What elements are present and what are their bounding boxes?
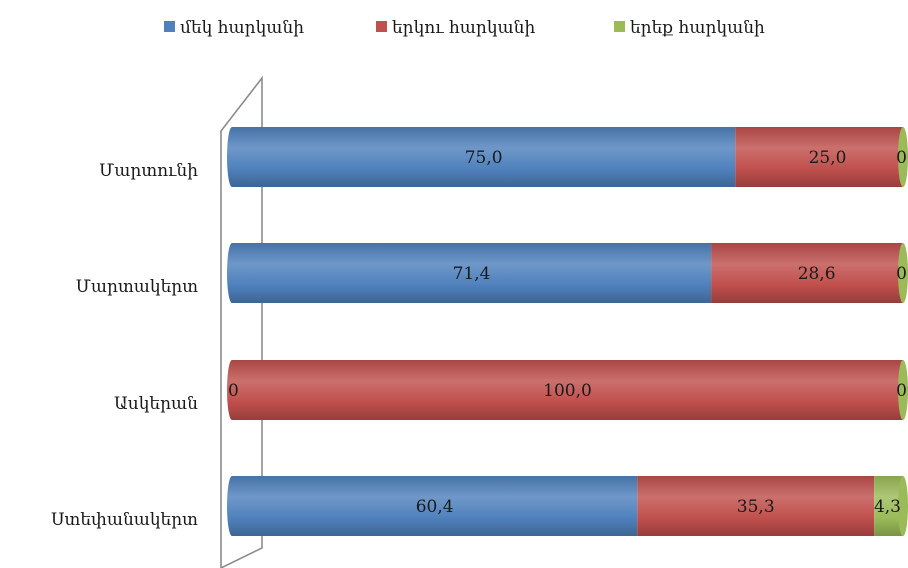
legend-label-three-storey: երեք հարկանի (630, 18, 765, 38)
data-label-2-category-4: 35,3 (737, 497, 775, 517)
bar-cap-right-category-1 (898, 127, 908, 187)
bar-segment-2-category-4 (637, 476, 875, 536)
category-label-askeran: Ասկերան (114, 394, 198, 414)
data-label-2-category-3: 100,0 (543, 381, 592, 401)
bar-cap-left-category-2 (227, 243, 237, 303)
legend-label-single-storey: մեկ հարկանի (180, 18, 304, 38)
bar-segment-2-category-3 (232, 360, 903, 420)
bar-segment-1-category-1 (232, 127, 736, 187)
legend-label-two-storey: երկու հարկանի (392, 18, 535, 38)
data-label-2-category-1: 25,0 (809, 148, 847, 168)
bar-cap-right-category-2 (898, 243, 908, 303)
data-label-3-category-1: 0 (896, 148, 907, 168)
bar-cap-right-category-4 (898, 476, 908, 536)
legend-swatch-three-storey (614, 21, 625, 32)
bar-cap-right-category-3 (898, 360, 908, 420)
bar-cap-left-category-1 (227, 127, 237, 187)
data-label-3-category-2: 0 (896, 264, 907, 284)
category-label-martuni: Մարտունի (99, 161, 198, 181)
data-label-2-category-2: 28,6 (798, 264, 836, 284)
data-label-1-category-2: 71,4 (453, 264, 491, 284)
data-label-1-category-3: 0 (228, 381, 239, 401)
bar-segment-2-category-1 (735, 127, 903, 187)
category-label-martakert: Մարտակերտ (76, 277, 199, 297)
data-label-3-category-4: 4,3 (874, 497, 901, 517)
bars-group (227, 127, 908, 536)
bar-cap-left-category-3 (227, 360, 237, 420)
data-label-1-category-4: 60,4 (416, 497, 454, 517)
bar-segment-2-category-2 (711, 243, 903, 303)
bar-cap-left-category-4 (227, 476, 237, 536)
bar-segment-1-category-4 (232, 476, 638, 536)
chart-wall (220, 75, 263, 568)
data-label-3-category-3: 0 (896, 381, 907, 401)
legend-swatch-two-storey (376, 21, 387, 32)
legend: մեկ հարկանի երկու հարկանի երեք հարկանի (164, 18, 765, 38)
data-labels-group: 75,0 25,0 0 71,4 28,6 0 0 100,0 0 60,4 35,3 4,3 (228, 148, 907, 517)
data-label-1-category-1: 75,0 (465, 148, 503, 168)
legend-swatch-single-storey (164, 21, 175, 32)
category-label-stepanakert: Ստեփանակերտ (51, 510, 198, 530)
category-axis-labels: Մարտունի Մարտակերտ Ասկերան Ստեփանակերտ (51, 161, 198, 530)
bar-segment-1-category-2 (232, 243, 712, 303)
